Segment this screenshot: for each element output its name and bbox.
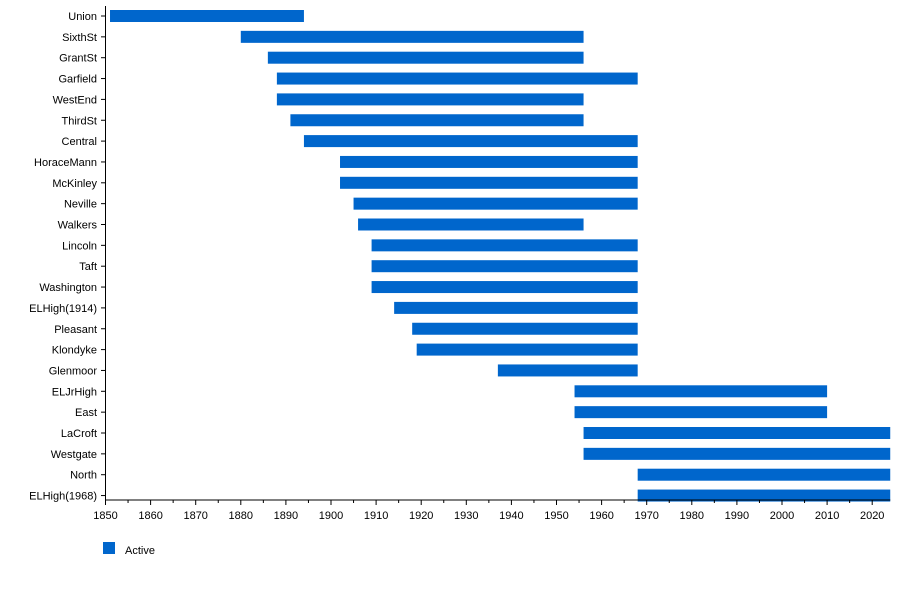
bar-Central [303,135,638,148]
row-label: WestEnd [53,94,97,106]
bar-HoraceMann [340,155,638,168]
row-label: Westgate [51,449,97,461]
legend: Active [103,542,155,557]
x-tick-label: 1900 [319,510,343,522]
row-label: ThirdSt [62,115,97,127]
row-label: SixthSt [62,32,97,44]
x-tick-label: 2010 [815,510,839,522]
x-tick-label: 2000 [770,510,794,522]
row-label: GrantSt [59,53,97,65]
bar-Walkers [358,218,584,231]
row-label: Neville [64,199,97,211]
bar-Glenmoor [497,364,638,377]
x-tick-label: 1880 [229,510,253,522]
bars [110,10,891,502]
row-label: ELJrHigh [52,386,97,398]
bar-WestEnd [276,93,584,106]
bar-Washington [371,281,638,294]
bar-SixthSt [240,30,584,43]
bar-ELJrHigh [574,385,828,398]
row-labels: Union SixthSt GrantSt Garfield WestEnd ThirdS… [29,11,106,503]
bar-ELHigh(1968) [637,489,891,502]
bar-Garfield [276,72,638,85]
bar-Neville [353,197,638,210]
legend-swatch-active [103,542,115,554]
legend-label-active: Active [125,545,155,557]
x-tick-label: 1910 [364,510,388,522]
bar-Pleasant [412,322,638,335]
x-tick-label: 2020 [860,510,884,522]
x-tick-label: 1980 [680,510,704,522]
x-axis: 1850 1860 1870 1880 1890 1900 1910 1920 1930 1940… [93,499,891,522]
row-label: LaCroft [61,428,97,440]
row-label: Lincoln [62,240,97,252]
bar-Westgate [583,447,891,460]
bar-ELHigh(1914) [394,301,638,314]
x-tick-label: 1930 [454,510,478,522]
row-label: Garfield [58,74,97,86]
row-label: North [70,470,97,482]
row-label: Pleasant [54,324,97,336]
bar-Union [110,10,304,22]
x-tick-label: 1870 [183,510,207,522]
row-label: Glenmoor [49,365,98,377]
row-label: Klondyke [52,345,97,357]
row-label: Union [68,11,97,23]
x-tick-label: 1940 [499,510,523,522]
bar-Taft [371,260,638,273]
row-label: McKinley [52,178,97,190]
x-tick-label: 1860 [138,510,162,522]
x-tick-label: 1960 [589,510,613,522]
bar-ThirdSt [290,114,584,127]
row-label: HoraceMann [34,157,97,169]
row-label: East [75,407,97,419]
x-tick-label: 1850 [93,510,117,522]
x-tick-label: 1970 [634,510,658,522]
bar-North [637,468,891,481]
row-label: ELHigh(1968) [29,491,97,503]
x-tick-label: 1990 [725,510,749,522]
bar-Lincoln [371,239,638,252]
x-tick-label: 1920 [409,510,433,522]
bar-GrantSt [267,51,584,64]
row-label: ELHigh(1914) [29,303,97,315]
bar-East [574,406,828,419]
x-tick-label: 1890 [274,510,298,522]
bar-Klondyke [416,343,638,356]
row-label: Taft [79,261,97,273]
bar-McKinley [340,176,638,189]
row-label: Washington [39,282,97,294]
row-label: Central [62,136,97,148]
bar-LaCroft [583,427,891,439]
x-tick-label: 1950 [544,510,568,522]
row-label: Walkers [58,220,98,232]
